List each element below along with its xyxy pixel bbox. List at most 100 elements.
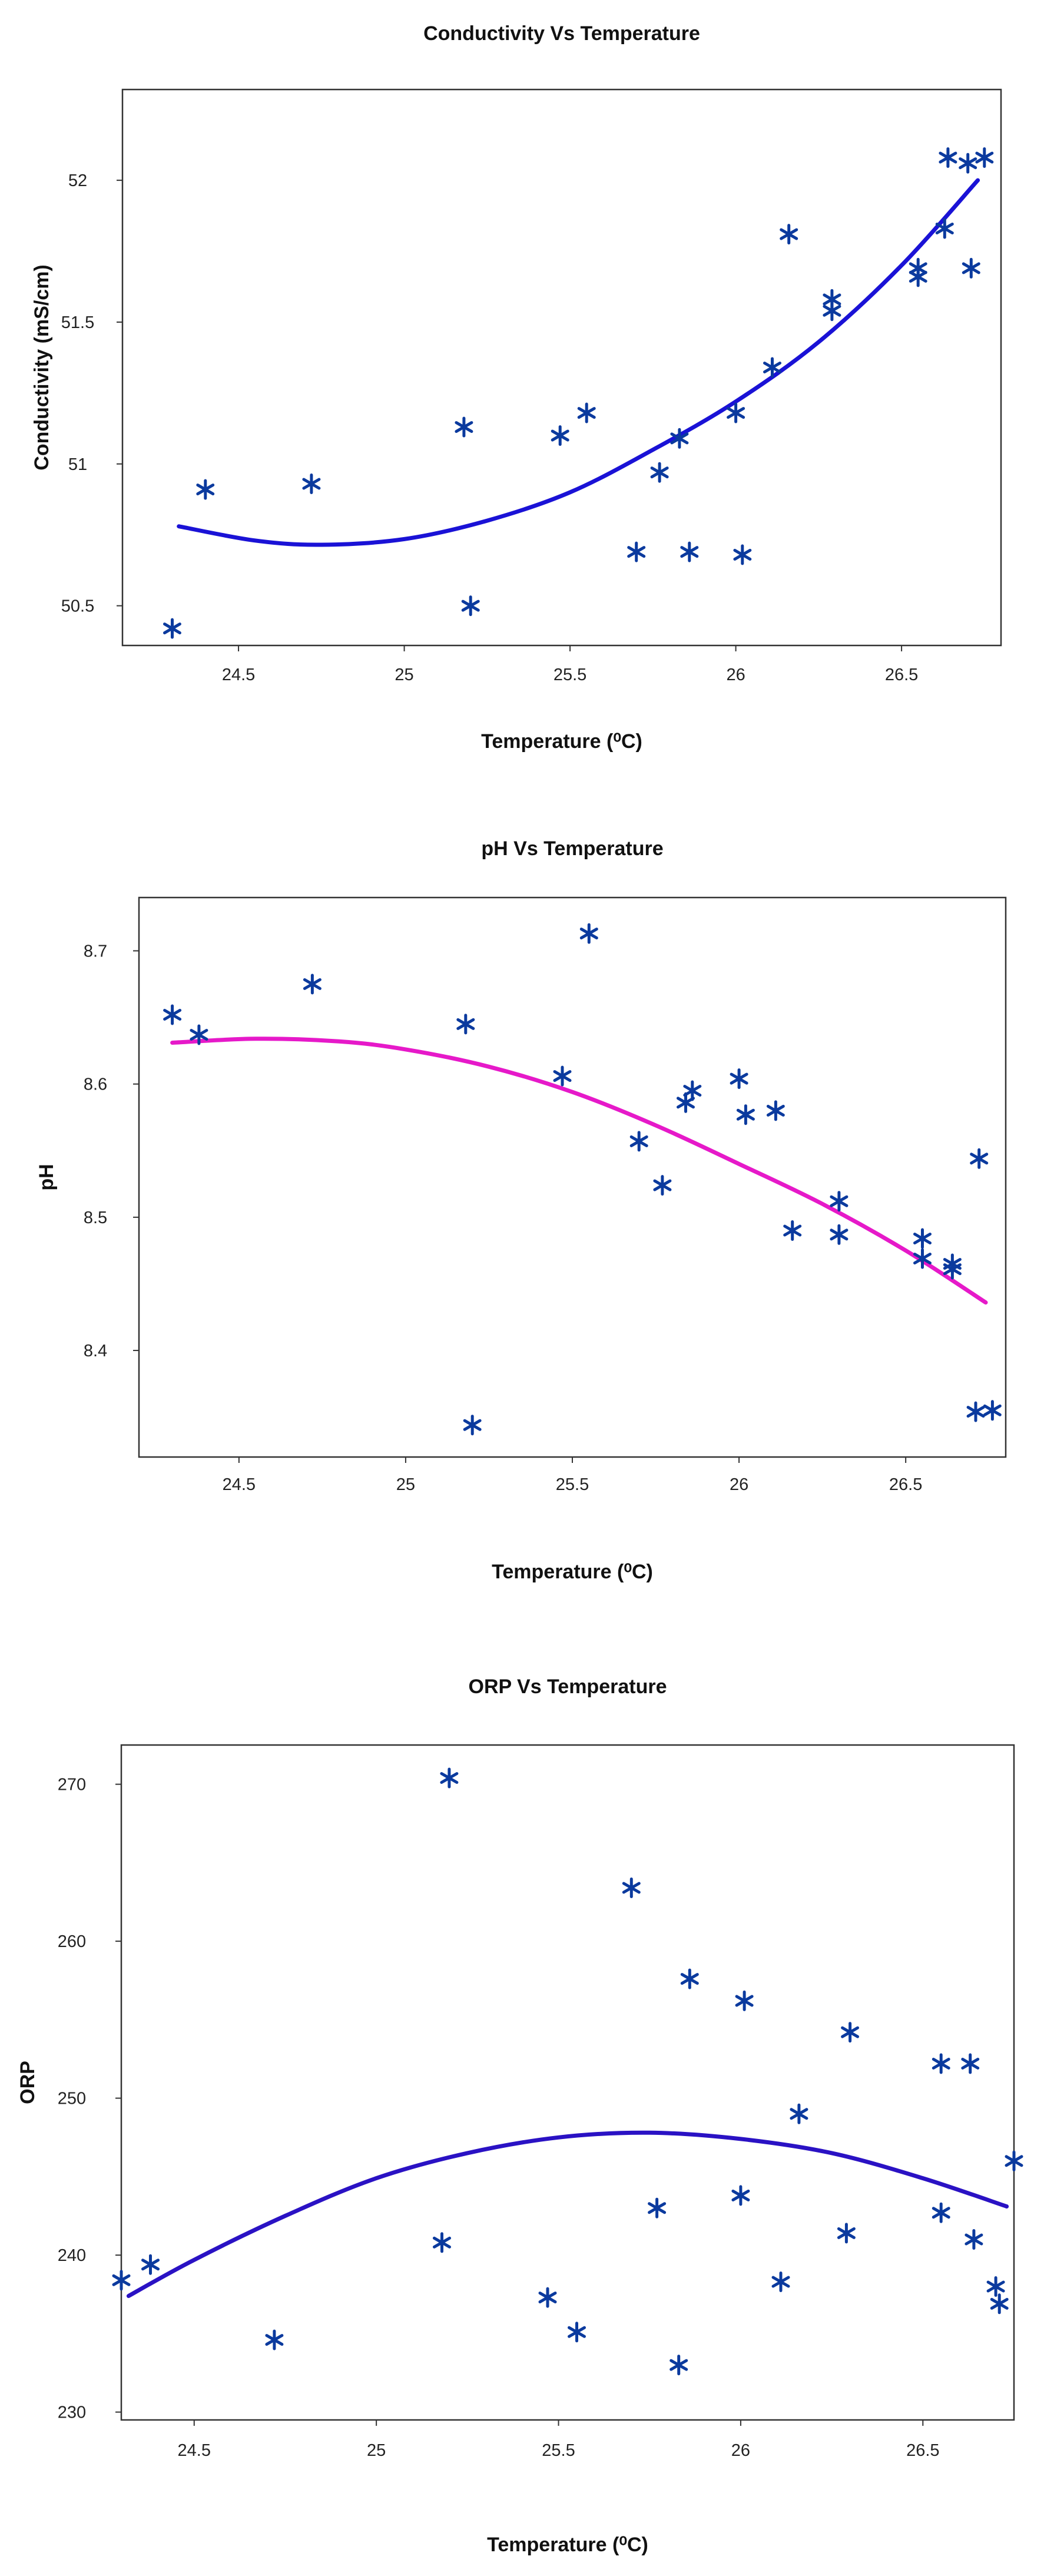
data-point	[670, 2355, 688, 2376]
data-point	[990, 2293, 1009, 2315]
x-tick-label: 25.5	[542, 2441, 575, 2460]
x-axis-label: Temperature (⁰C)	[481, 730, 642, 753]
data-point	[461, 595, 480, 617]
data-point	[622, 1878, 641, 1898]
data-point	[727, 402, 745, 423]
data-point	[680, 1968, 699, 1989]
x-tick-label: 26.5	[885, 665, 918, 684]
chart-title: ORP Vs Temperature	[469, 1676, 667, 1698]
y-tick-label: 8.7	[84, 942, 107, 961]
data-point	[112, 2270, 131, 2291]
x-tick-label: 26	[730, 1475, 748, 1494]
data-point	[913, 1248, 932, 1269]
data-point	[456, 1014, 475, 1035]
data-point	[783, 1220, 802, 1241]
data-point	[196, 479, 215, 500]
data-point	[551, 425, 569, 446]
y-tick-label: 250	[58, 2090, 86, 2108]
data-point	[733, 544, 752, 565]
fit-curve	[177, 178, 980, 547]
data-point	[909, 257, 927, 279]
data-point	[650, 462, 669, 483]
x-tick-label: 25	[396, 1475, 415, 1494]
data-point	[629, 1131, 648, 1152]
data-point	[553, 1065, 572, 1087]
scatter-points	[112, 1767, 1023, 2376]
data-point	[823, 289, 841, 310]
data-point	[440, 1767, 459, 1789]
y-tick-label: 230	[58, 2403, 86, 2422]
data-point	[913, 1228, 932, 1249]
data-point	[780, 224, 798, 245]
plot-area	[121, 88, 1002, 647]
fit-curve	[126, 2130, 1009, 2298]
x-tick-label: 25	[367, 2441, 386, 2460]
x-axis-label: Temperature (⁰C)	[487, 2534, 648, 2556]
data-point	[577, 402, 596, 423]
data-point	[766, 1100, 785, 1121]
data-point	[943, 1259, 962, 1280]
y-tick-label: 51	[68, 455, 87, 474]
data-point	[653, 1175, 672, 1196]
data-point	[735, 1990, 754, 2011]
data-point	[959, 153, 977, 174]
plot-area	[138, 896, 1007, 1458]
x-axis-label: Temperature (⁰C)	[492, 1561, 653, 1583]
data-point	[265, 2329, 284, 2350]
data-point	[455, 416, 473, 438]
chart-title: pH Vs Temperature	[481, 837, 663, 860]
data-point	[965, 2229, 983, 2250]
data-point	[939, 147, 957, 168]
x-tick-label: 26.5	[906, 2441, 939, 2460]
data-point	[680, 541, 699, 562]
x-tick-label: 25.5	[556, 1475, 589, 1494]
data-point	[579, 923, 598, 944]
data-point	[731, 2185, 750, 2206]
data-point	[790, 2103, 808, 2124]
data-point	[568, 2322, 586, 2343]
y-axis-label: pH	[35, 1164, 58, 1190]
y-tick-label: 50.5	[61, 597, 94, 616]
x-tick-label: 25	[395, 665, 413, 684]
x-tick-label: 24.5	[222, 665, 255, 684]
y-tick-label: 8.4	[84, 1342, 107, 1360]
data-point	[830, 1191, 849, 1212]
data-point	[970, 1148, 989, 1169]
x-tick-label: 24.5	[178, 2441, 211, 2460]
data-point	[302, 474, 321, 494]
data-point	[763, 357, 781, 378]
data-point	[163, 1004, 182, 1025]
y-tick-label: 8.6	[84, 1075, 107, 1094]
data-point	[932, 2053, 950, 2074]
data-point	[983, 1400, 1002, 1421]
scatter-points	[163, 923, 1002, 1436]
data-point	[141, 2254, 160, 2275]
data-point	[627, 541, 646, 562]
data-point	[670, 428, 689, 449]
plot-area	[120, 1744, 1015, 2421]
x-tick-label: 26	[731, 2441, 750, 2460]
data-point	[730, 1068, 748, 1090]
data-point	[433, 2232, 451, 2253]
data-point	[975, 147, 994, 168]
data-point	[986, 2276, 1005, 2297]
x-tick-label: 25.5	[554, 665, 586, 684]
data-point	[736, 1104, 755, 1125]
data-point	[771, 2272, 790, 2292]
data-point	[163, 618, 181, 639]
data-point	[463, 1415, 482, 1436]
data-point	[303, 974, 322, 995]
data-point	[932, 2202, 950, 2223]
y-tick-label: 260	[58, 1932, 86, 1951]
x-tick-label: 26	[726, 665, 745, 684]
data-point	[538, 2287, 557, 2308]
data-point	[935, 218, 954, 239]
data-point	[648, 2197, 667, 2219]
data-point	[830, 1224, 849, 1245]
data-point	[1005, 2150, 1023, 2171]
chart-3: ORP Vs Temperature 24.5 25 25.5 26 26.5 230 240…	[16, 1676, 1023, 2556]
chart-title: Conductivity Vs Temperature	[423, 22, 700, 45]
data-point	[961, 2053, 980, 2074]
data-point	[962, 257, 980, 279]
